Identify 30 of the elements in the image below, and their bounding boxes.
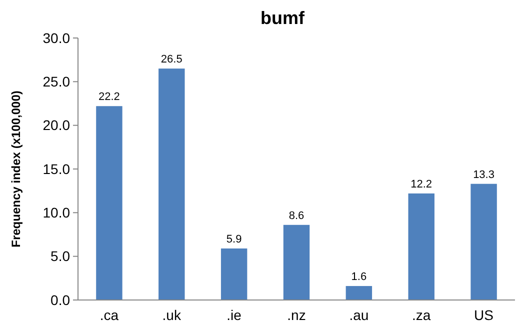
x-tick-label: .nz — [287, 307, 306, 323]
y-tick-label: 5.0 — [50, 248, 70, 264]
y-tick-label: 10.0 — [42, 204, 70, 221]
y-tick-label: 15.0 — [42, 160, 70, 177]
bar — [470, 184, 497, 300]
bar — [158, 68, 185, 300]
bar — [346, 286, 372, 300]
data-label: 1.6 — [351, 271, 367, 284]
x-tick-label: .uk — [162, 307, 182, 323]
y-axis-title: Frequency index (x100,000) — [9, 90, 23, 248]
y-tick-label: 0.0 — [50, 292, 70, 308]
x-tick-label: .ie — [226, 307, 242, 323]
bar — [408, 193, 434, 300]
data-label: 26.5 — [160, 54, 182, 66]
data-label: 5.9 — [226, 233, 242, 246]
data-label: 8.6 — [288, 210, 304, 222]
x-tick-label: US — [474, 307, 494, 323]
data-label: 12.2 — [410, 178, 432, 190]
data-label: 13.3 — [473, 168, 494, 181]
bar — [220, 248, 248, 300]
x-tick-label: .ca — [100, 307, 119, 323]
data-label: 22.2 — [98, 91, 120, 104]
bar — [283, 224, 310, 300]
y-tick-label: 25.0 — [42, 74, 70, 90]
chart-title: bumf — [260, 8, 306, 28]
x-tick-label: .au — [349, 307, 369, 323]
y-tick-label: 30.0 — [42, 30, 70, 46]
y-tick-label: 20.0 — [42, 117, 70, 134]
x-tick-label: .za — [412, 307, 431, 323]
bar — [96, 106, 122, 300]
